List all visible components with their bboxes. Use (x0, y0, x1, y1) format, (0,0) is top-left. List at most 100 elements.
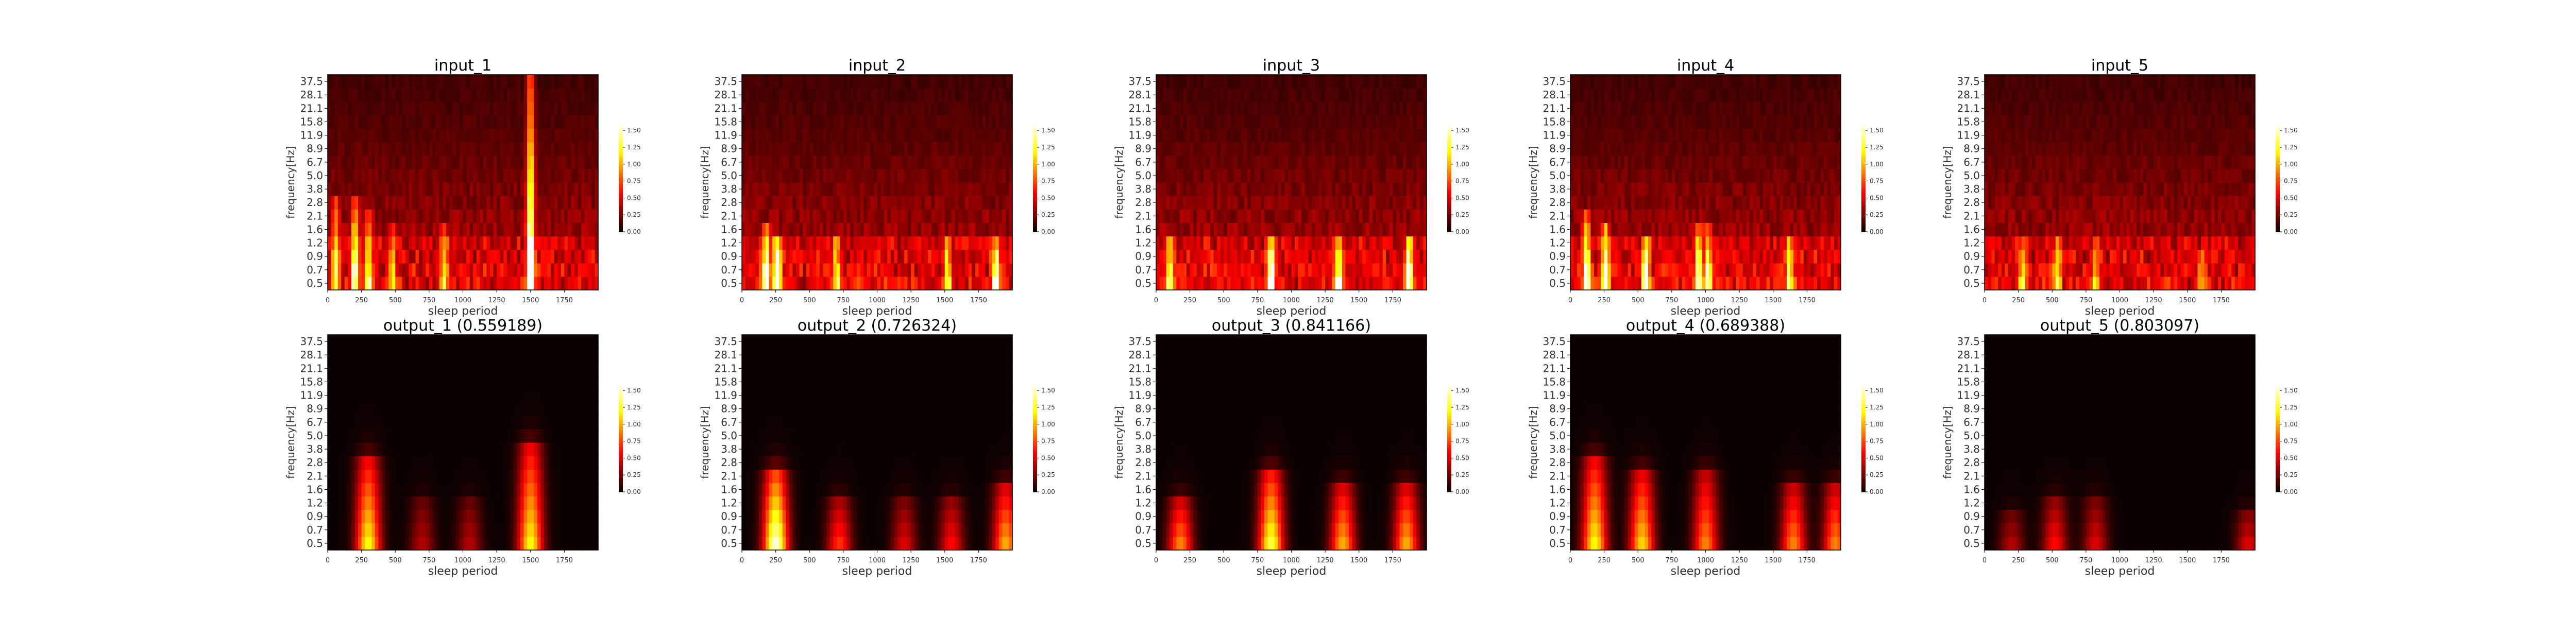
heatmap-cell (1166, 276, 1170, 290)
heatmap-cell (887, 142, 891, 156)
heatmap-cell (749, 115, 753, 129)
heatmap-cell (1702, 168, 1706, 183)
heatmap-cell (1291, 209, 1295, 223)
heatmap-cell (422, 182, 426, 196)
heatmap-cell (1173, 209, 1177, 223)
heatmap-cell (382, 249, 386, 264)
heatmap-cell (415, 196, 419, 210)
heatmap-cell (803, 182, 807, 196)
heatmap-cell (1641, 263, 1645, 277)
heatmap-cell (860, 182, 864, 196)
heatmap-cell (1712, 209, 1716, 223)
heatmap-cell (513, 209, 518, 223)
heatmap-cell (520, 75, 524, 89)
heatmap-cell (812, 101, 817, 115)
heatmap-cell (927, 276, 932, 290)
heatmap-cell (742, 168, 746, 183)
heatmap-cell (554, 182, 558, 196)
heatmap-cell (439, 168, 443, 183)
heatmap-cell (1342, 168, 1346, 183)
heatmap-cell (975, 128, 979, 143)
heatmap-cell (520, 209, 524, 223)
heatmap-cell (341, 222, 345, 237)
heatmap-cell (1570, 142, 1574, 156)
heatmap-cell (1315, 276, 1319, 290)
heatmap-cell (857, 249, 861, 264)
heatmap-cell (1658, 249, 1662, 264)
heatmap-cell (769, 249, 773, 264)
heatmap-cell (1688, 249, 1692, 264)
heatmap-cell (843, 168, 848, 183)
heatmap-cell (1342, 88, 1346, 102)
heatmap-cell (1315, 196, 1319, 210)
heatmap-cell (907, 75, 911, 89)
heatmap-cell (1183, 236, 1187, 250)
heatmap-cell (1274, 182, 1278, 196)
heatmap-cell (1345, 155, 1349, 169)
heatmap-cell (1641, 88, 1645, 102)
heatmap-cell (1631, 263, 1635, 277)
heatmap-cell (1716, 263, 1720, 277)
heatmap-cell (1580, 182, 1584, 196)
heatmap-cell (1193, 222, 1197, 237)
heatmap-cell (554, 101, 558, 115)
heatmap-cell (1645, 249, 1649, 264)
heatmap-cell (911, 249, 915, 264)
heatmap-cell (385, 101, 389, 115)
heatmap-cell (1237, 263, 1241, 277)
heatmap-cell (1382, 182, 1386, 196)
heatmap-cell (1406, 75, 1410, 89)
heatmap-cell (452, 115, 456, 129)
heatmap-cell (1601, 155, 1605, 169)
heatmap-cell (927, 128, 932, 143)
heatmap-cell (918, 75, 922, 89)
heatmap-cell (1207, 209, 1211, 223)
heatmap-cell (476, 263, 480, 277)
heatmap-cell (948, 222, 952, 237)
heatmap-cell (860, 249, 864, 264)
heatmap-cell (476, 236, 480, 250)
xtick-label: 750 (422, 297, 435, 304)
heatmap-cell (486, 249, 490, 264)
heatmap-cell (1393, 276, 1397, 290)
heatmap-cell (1597, 276, 1601, 290)
heatmap-cell (561, 101, 565, 115)
heatmap-cell (1399, 88, 1403, 102)
heatmap-cell (941, 263, 945, 277)
colorbar-segment (1033, 160, 1037, 162)
heatmap-cell (503, 155, 507, 169)
heatmap-cell (334, 88, 338, 102)
colorbar-segment (1447, 226, 1451, 229)
heatmap-cell (1671, 182, 1676, 196)
heatmap-cell (1325, 168, 1329, 183)
heatmap-cell (1308, 222, 1312, 237)
heatmap-cell (1170, 222, 1174, 237)
heatmap-cell (1655, 88, 1659, 102)
heatmap-cell (510, 155, 514, 169)
heatmap-cell (901, 196, 905, 210)
heatmap-cell (436, 276, 440, 290)
heatmap-cell (809, 75, 814, 89)
heatmap-cell (989, 222, 993, 237)
heatmap-cell (1393, 196, 1397, 210)
heatmap-cell (463, 182, 467, 196)
heatmap-cell (897, 249, 902, 264)
heatmap-cell (469, 182, 473, 196)
heatmap-cell (765, 142, 770, 156)
heatmap-cell (1658, 128, 1662, 143)
heatmap-cell (1301, 115, 1306, 129)
heatmap-cell (1573, 101, 1578, 115)
heatmap-cell (857, 101, 861, 115)
colorbar-segment (619, 132, 623, 135)
heatmap-cell (921, 263, 925, 277)
heatmap-cell (1601, 263, 1605, 277)
heatmap-cell (426, 168, 430, 183)
heatmap-cell (513, 115, 518, 129)
heatmap-cell (402, 182, 406, 196)
heatmap-cell (786, 196, 790, 210)
heatmap-cell (459, 209, 464, 223)
heatmap-cell (1190, 88, 1194, 102)
heatmap-cell (1241, 155, 1245, 169)
heatmap-cell (968, 222, 972, 237)
heatmap-cell (1009, 128, 1013, 143)
